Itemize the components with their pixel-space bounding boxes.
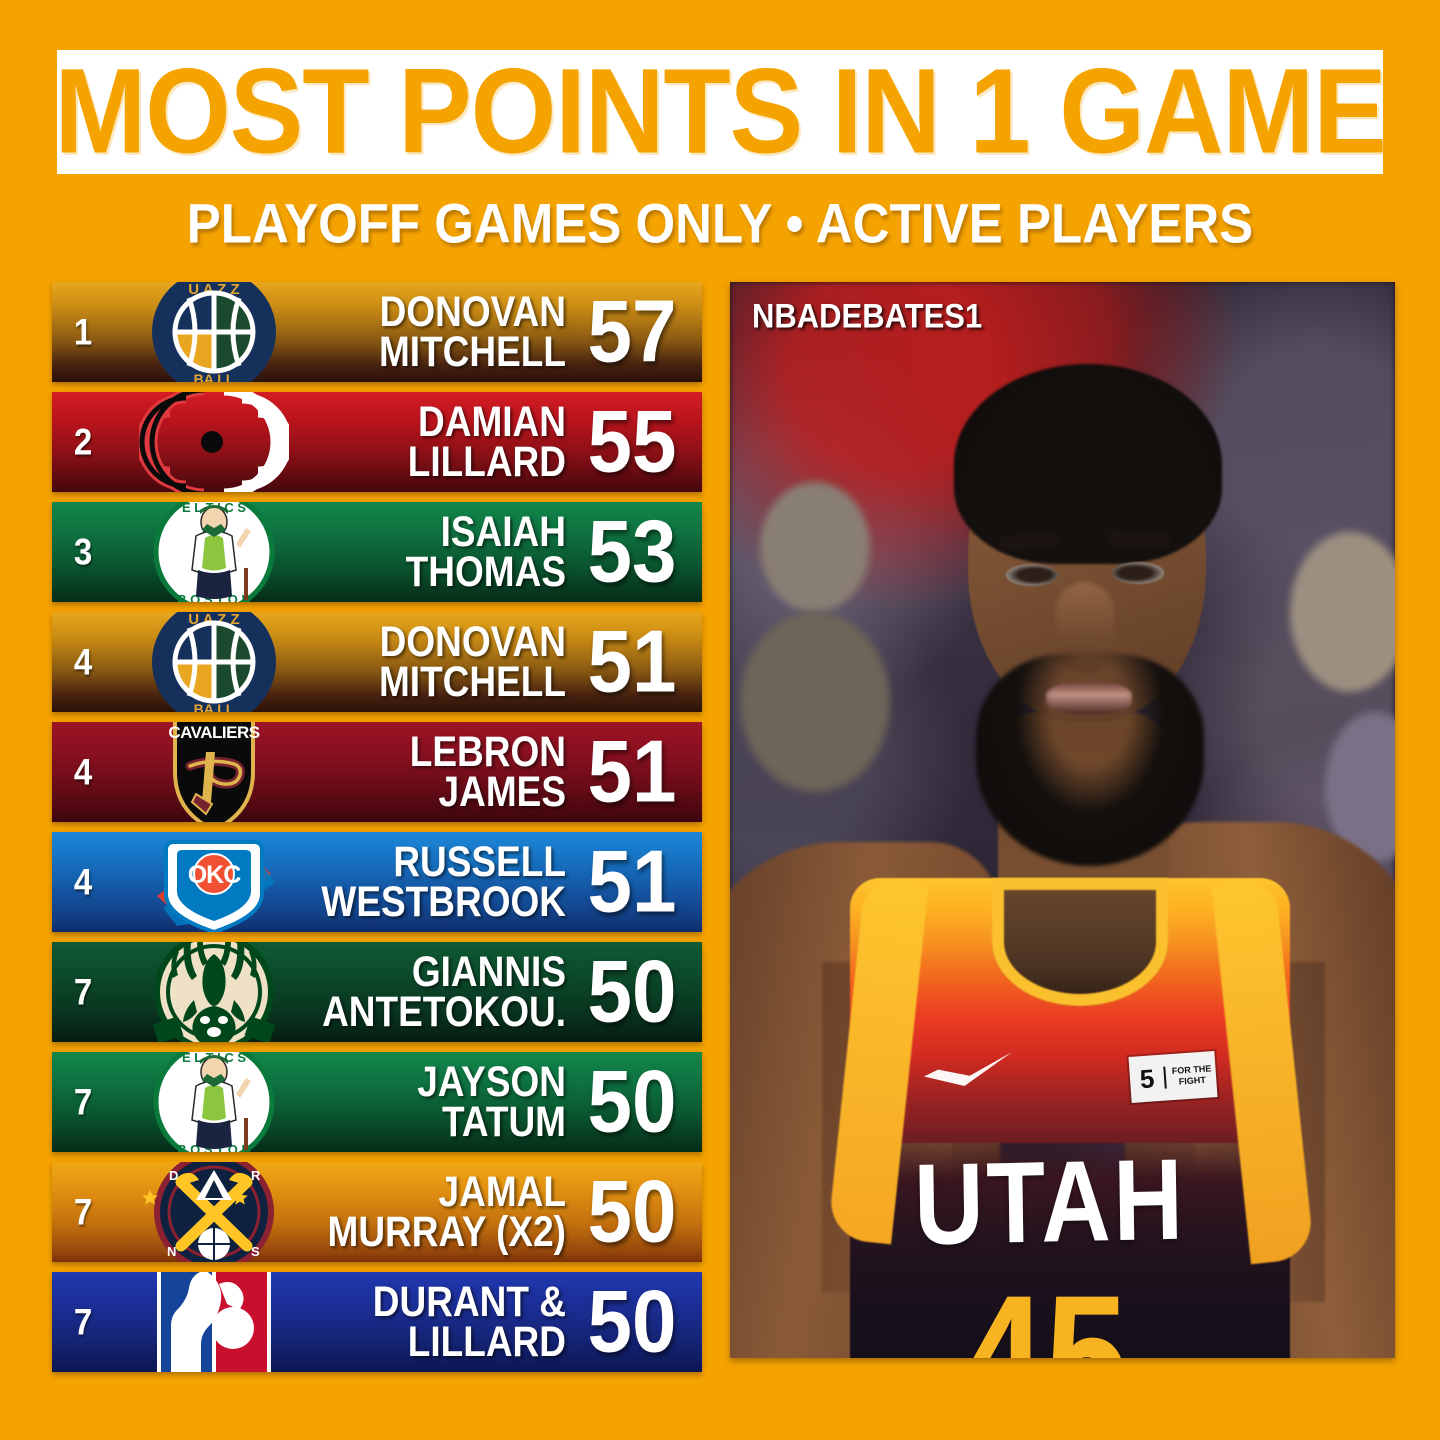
player-name-line-2: MITCHELL bbox=[378, 657, 566, 706]
page-title: MOST POINTS IN 1 GAME bbox=[54, 44, 1386, 180]
ranking-list: 1 U A Z Z BA LL DONOVAN MITCHELL 57 2 bbox=[52, 282, 702, 1374]
player-name-line-1: LEBRON bbox=[409, 727, 566, 776]
player-name-line-2: MURRAY (X2) bbox=[327, 1207, 567, 1256]
player-hair bbox=[954, 364, 1222, 564]
player-name: ISAIAH THOMAS bbox=[405, 507, 566, 596]
jersey-team-text: UTAH bbox=[913, 1135, 1187, 1270]
svg-text:OKC: OKC bbox=[188, 861, 242, 889]
rank-position: 7 bbox=[73, 1080, 93, 1123]
player-name-line-1: DONOVAN bbox=[379, 617, 566, 666]
ranking-row[interactable]: 7 D R N S JAMAL MURRAY (X2) 50 bbox=[52, 1162, 702, 1262]
player-eye-right bbox=[1112, 562, 1164, 584]
rank-position: 4 bbox=[73, 860, 93, 903]
points-value: 50 bbox=[587, 1052, 677, 1151]
player-name-line-2: LILLARD bbox=[407, 437, 566, 486]
player-name: DURANT & LILLARD bbox=[372, 1277, 566, 1366]
player-name-line-2: LILLARD bbox=[407, 1317, 566, 1366]
bucks-logo bbox=[114, 942, 314, 1042]
page-subtitle: PLAYOFF GAMES ONLY • ACTIVE PLAYERS bbox=[186, 192, 1254, 255]
player-name-line-1: DURANT & bbox=[372, 1277, 566, 1326]
jazz-logo: U A Z Z BA LL bbox=[114, 282, 314, 382]
player-name-line-2: JAMES bbox=[438, 767, 566, 816]
jersey-neckline bbox=[992, 878, 1168, 1006]
player-name-line-1: DONOVAN bbox=[379, 287, 566, 336]
points-value: 50 bbox=[587, 942, 677, 1041]
player-name-line-1: DAMIAN bbox=[418, 397, 566, 446]
watermark-label: NBADEBATES1 bbox=[752, 296, 983, 336]
nba-logo bbox=[114, 1272, 314, 1372]
player-beard bbox=[976, 654, 1204, 866]
points-value: 57 bbox=[587, 282, 677, 381]
player-name: LEBRON JAMES bbox=[409, 727, 566, 816]
player-name-line-1: GIANNIS bbox=[411, 947, 566, 996]
ranking-row[interactable]: 4 CAVALIERS LEBRON JAMES 51 bbox=[52, 722, 702, 822]
celtics-logo: E L T I C S B O S T O N bbox=[114, 502, 314, 602]
player-name-line-1: ISAIAH bbox=[440, 507, 566, 556]
player-name-line-1: RUSSELL bbox=[393, 837, 566, 886]
crowd-spectator bbox=[1290, 532, 1395, 692]
title-banner: MOST POINTS IN 1 GAME bbox=[54, 44, 1387, 180]
patch-number: 5 bbox=[1138, 1062, 1156, 1094]
points-value: 53 bbox=[587, 502, 677, 601]
five-for-the-fight-patch: 5 FOR THE FIGHT bbox=[1128, 1051, 1218, 1103]
svg-text:CAVALIERS: CAVALIERS bbox=[168, 723, 259, 742]
svg-text:BA LL: BA LL bbox=[194, 701, 235, 712]
player-eye-left bbox=[1006, 564, 1058, 586]
blazers-logo bbox=[114, 392, 314, 492]
cavaliers-logo: CAVALIERS bbox=[114, 722, 314, 822]
player-name: RUSSELL WESTBROOK bbox=[321, 837, 566, 926]
player-name-line-2: THOMAS bbox=[405, 547, 566, 596]
points-value: 50 bbox=[587, 1272, 677, 1371]
points-value: 55 bbox=[587, 392, 677, 491]
thunder-logo: OKC bbox=[114, 832, 314, 932]
svg-text:S: S bbox=[251, 1244, 260, 1259]
svg-text:BA LL: BA LL bbox=[194, 371, 235, 382]
player-name-line-2: MITCHELL bbox=[378, 327, 566, 376]
player-name-line-2: ANTETOKOU. bbox=[322, 987, 566, 1036]
player-name: DONOVAN MITCHELL bbox=[378, 287, 566, 376]
points-value: 50 bbox=[587, 1162, 677, 1261]
svg-text:D: D bbox=[169, 1168, 178, 1183]
points-value: 51 bbox=[587, 722, 677, 821]
player-name: JAMAL MURRAY (X2) bbox=[327, 1167, 567, 1256]
rank-position: 3 bbox=[73, 530, 93, 573]
player-name-line-2: WESTBROOK bbox=[321, 877, 566, 926]
rank-position: 7 bbox=[73, 970, 93, 1013]
crowd-spectator bbox=[760, 482, 870, 612]
patch-text: FOR THE FIGHT bbox=[1163, 1063, 1217, 1089]
points-value: 51 bbox=[587, 612, 677, 711]
jazz-logo: U A Z Z BA LL bbox=[114, 612, 314, 712]
rank-position: 2 bbox=[73, 420, 93, 463]
points-value: 51 bbox=[587, 832, 677, 931]
nuggets-logo: D R N S bbox=[114, 1162, 314, 1262]
ranking-row[interactable]: 2 DAMIAN LILLARD 55 bbox=[52, 392, 702, 492]
player-name: JAYSON TATUM bbox=[417, 1057, 566, 1146]
rank-position: 7 bbox=[73, 1300, 93, 1343]
rank-position: 1 bbox=[73, 310, 93, 353]
player-photo-panel: 5 FOR THE FIGHT UTAH 45 NBADEBATES1 bbox=[730, 282, 1395, 1358]
ranking-row[interactable]: 4 U A Z Z BA LL DONOVAN MITCHELL 51 bbox=[52, 612, 702, 712]
patch-line-2: FIGHT bbox=[1178, 1074, 1207, 1087]
player-name: DONOVAN MITCHELL bbox=[378, 617, 566, 706]
celtics-logo: E L T I C S B O S T O N bbox=[114, 1052, 314, 1152]
ranking-row[interactable]: 7 DURANT & LILLARD 50 bbox=[52, 1272, 702, 1372]
player-name-line-2: TATUM bbox=[442, 1097, 566, 1146]
player-name-line-1: JAYSON bbox=[417, 1057, 566, 1106]
rank-position: 4 bbox=[73, 640, 93, 683]
svg-text:R: R bbox=[251, 1168, 261, 1183]
svg-text:N: N bbox=[167, 1244, 176, 1259]
player-name: GIANNIS ANTETOKOU. bbox=[322, 947, 566, 1036]
jersey-number: 45 bbox=[961, 1257, 1129, 1359]
player-name-line-1: JAMAL bbox=[438, 1167, 566, 1216]
player-name: DAMIAN LILLARD bbox=[407, 397, 566, 486]
ranking-row[interactable]: 4 OKC RUSSELL WESTBROOK 51 bbox=[52, 832, 702, 932]
rank-position: 7 bbox=[73, 1190, 93, 1233]
crowd-spectator bbox=[740, 612, 890, 792]
ranking-row[interactable]: 1 U A Z Z BA LL DONOVAN MITCHELL 57 bbox=[52, 282, 702, 382]
rank-position: 4 bbox=[73, 750, 93, 793]
ranking-row[interactable]: 7 GIANNIS ANTETOKOU. 50 bbox=[52, 942, 702, 1042]
